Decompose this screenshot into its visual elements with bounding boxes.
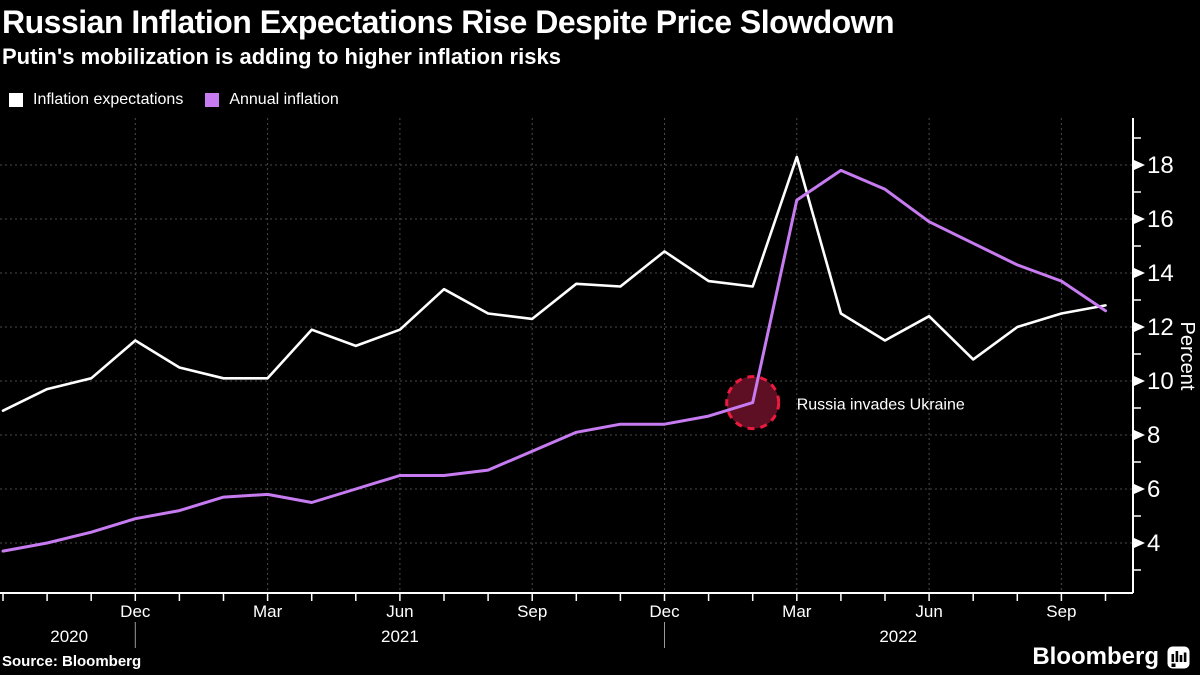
x-tick-label-Jun-21: Jun	[915, 602, 942, 621]
y-major-tick-8	[1134, 430, 1145, 440]
x-year-label-2021: 2021	[381, 627, 419, 646]
y-tick-label-12: 12	[1147, 314, 1174, 341]
annotation-label: Russia invades Ukraine	[797, 397, 965, 414]
y-tick-label-8: 8	[1147, 422, 1160, 449]
y-tick-label-16: 16	[1147, 206, 1174, 233]
y-major-tick-12	[1134, 322, 1145, 332]
bloomberg-logo: Bloomberg	[1032, 643, 1190, 671]
y-major-tick-16	[1134, 214, 1145, 224]
source-note: Source: Bloomberg	[2, 653, 142, 670]
series-line-inflation-expectations	[1, 155, 1107, 413]
y-major-tick-4	[1134, 538, 1145, 548]
y-tick-label-10: 10	[1147, 368, 1174, 395]
page-title: Russian Inflation Expectations Rise Desp…	[2, 4, 895, 40]
y-axis-title: Percent	[1176, 322, 1198, 391]
y-major-tick-10	[1134, 376, 1145, 386]
legend-label-inflation-expectations: Inflation expectations	[33, 91, 184, 108]
y-tick-label-18: 18	[1147, 152, 1174, 179]
x-year-label-2022: 2022	[879, 627, 917, 646]
y-tick-label-4: 4	[1147, 530, 1160, 557]
legend-swatch-inflation-expectations	[9, 93, 23, 107]
x-tick-label-Mar-18: Mar	[782, 602, 812, 621]
page-subtitle: Putin's mobilization is adding to higher…	[2, 44, 561, 69]
legend: Inflation expectations Annual inflation	[9, 91, 339, 109]
x-tick-label-Dec-3: Dec	[120, 602, 151, 621]
legend-swatch-annual-inflation	[205, 93, 220, 107]
y-tick-label-14: 14	[1147, 260, 1174, 287]
x-tick-label-Jun-9: Jun	[386, 602, 413, 621]
x-tick-label-Mar-6: Mar	[253, 602, 283, 621]
y-tick-label-6: 6	[1147, 476, 1160, 503]
x-year-label-2020: 2020	[50, 627, 88, 646]
y-major-tick-6	[1134, 484, 1145, 494]
y-major-tick-14	[1134, 268, 1145, 278]
x-tick-label-Sep-24: Sep	[1046, 602, 1076, 621]
bloomberg-logo-icon	[1167, 646, 1190, 668]
x-tick-label-Sep-12: Sep	[517, 602, 547, 621]
x-tick-label-Dec-15: Dec	[649, 602, 680, 621]
legend-label-annual-inflation: Annual inflation	[229, 91, 339, 108]
series-line-annual-inflation	[1, 168, 1107, 553]
y-major-tick-18	[1134, 160, 1145, 170]
bloomberg-logo-text: Bloomberg	[1032, 643, 1159, 670]
